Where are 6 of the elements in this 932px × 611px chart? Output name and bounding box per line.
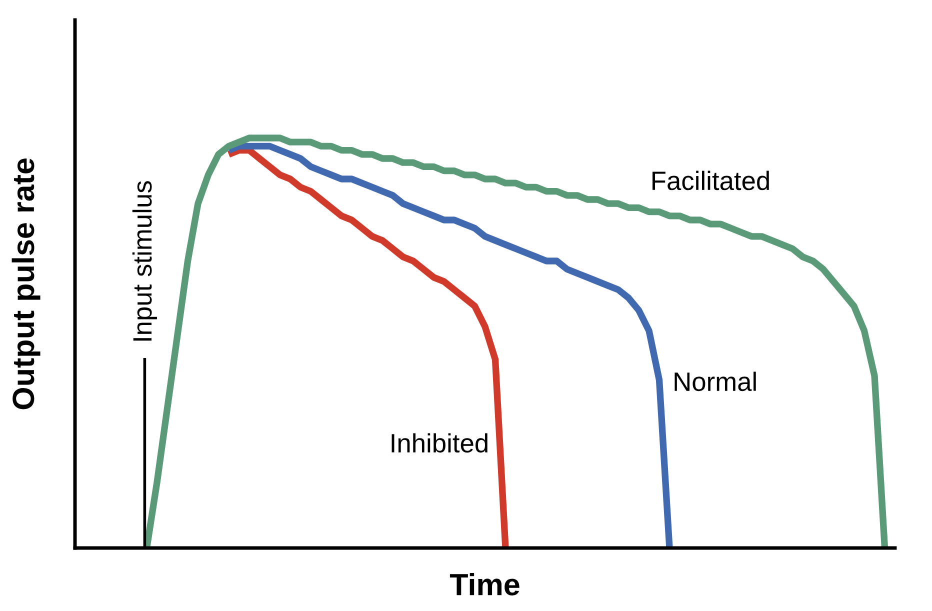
annotation: Input stimulus (132, 181, 157, 341)
x-axis-title: Time (450, 573, 520, 596)
series-label: Inhibited (392, 433, 488, 453)
y-axis-title: Output pulse rate (12, 158, 40, 410)
series-label: Facilitated (652, 170, 769, 190)
series-label: Normal (674, 372, 756, 392)
